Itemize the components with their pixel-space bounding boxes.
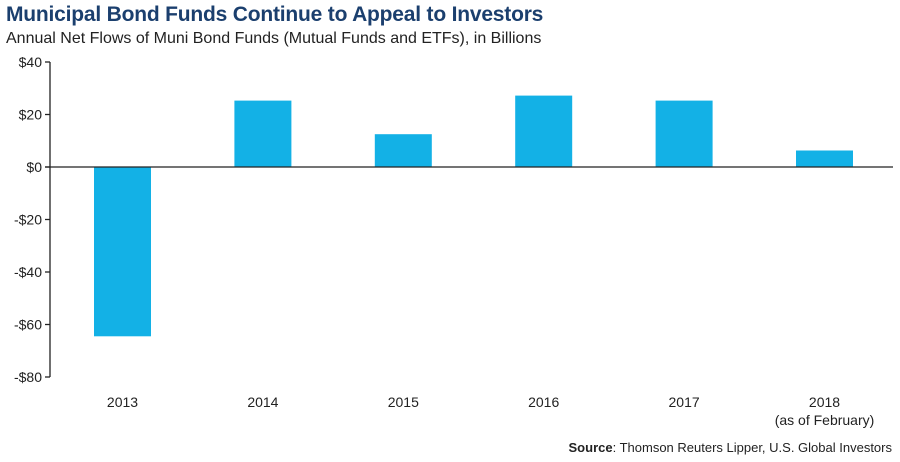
bar-2014 xyxy=(234,100,292,167)
y-tick-label: -$20 xyxy=(14,212,42,228)
x-tick-label: 2013 xyxy=(107,394,138,410)
bar-2016 xyxy=(515,95,573,167)
bars-layer xyxy=(94,95,853,337)
x-tick-sublabel: (as of February) xyxy=(775,412,875,428)
y-tick-label: $40 xyxy=(19,54,43,70)
bar-2018 xyxy=(796,150,853,167)
bar-2017 xyxy=(655,100,713,167)
x-tick-label: 2018 xyxy=(809,394,840,410)
source-label: Source xyxy=(568,440,613,455)
chart-subtitle: Annual Net Flows of Muni Bond Funds (Mut… xyxy=(6,30,542,47)
x-tick-label: 2014 xyxy=(247,394,278,410)
axis-layer: $40 $20 $0 -$20 -$40 -$60 -$80 2013 2014 2015 2016… xyxy=(14,54,893,428)
y-tick-label: $0 xyxy=(26,159,42,175)
source-text: : Thomson Reuters Lipper, U.S. Global In… xyxy=(612,440,892,455)
bar-2015 xyxy=(374,134,432,167)
y-tick-label: -$40 xyxy=(14,264,42,280)
y-tick-label: -$60 xyxy=(14,317,42,333)
x-tick-label: 2017 xyxy=(669,394,700,410)
x-tick-label: 2016 xyxy=(528,394,559,410)
y-tick-label: -$80 xyxy=(14,369,42,385)
x-tick-label: 2015 xyxy=(388,394,419,410)
source-note: Source: Thomson Reuters Lipper, U.S. Glo… xyxy=(569,440,892,455)
chart-title: Municipal Bond Funds Continue to Appeal … xyxy=(6,3,544,26)
y-tick-label: $20 xyxy=(19,107,43,123)
bar-2013 xyxy=(94,167,151,337)
